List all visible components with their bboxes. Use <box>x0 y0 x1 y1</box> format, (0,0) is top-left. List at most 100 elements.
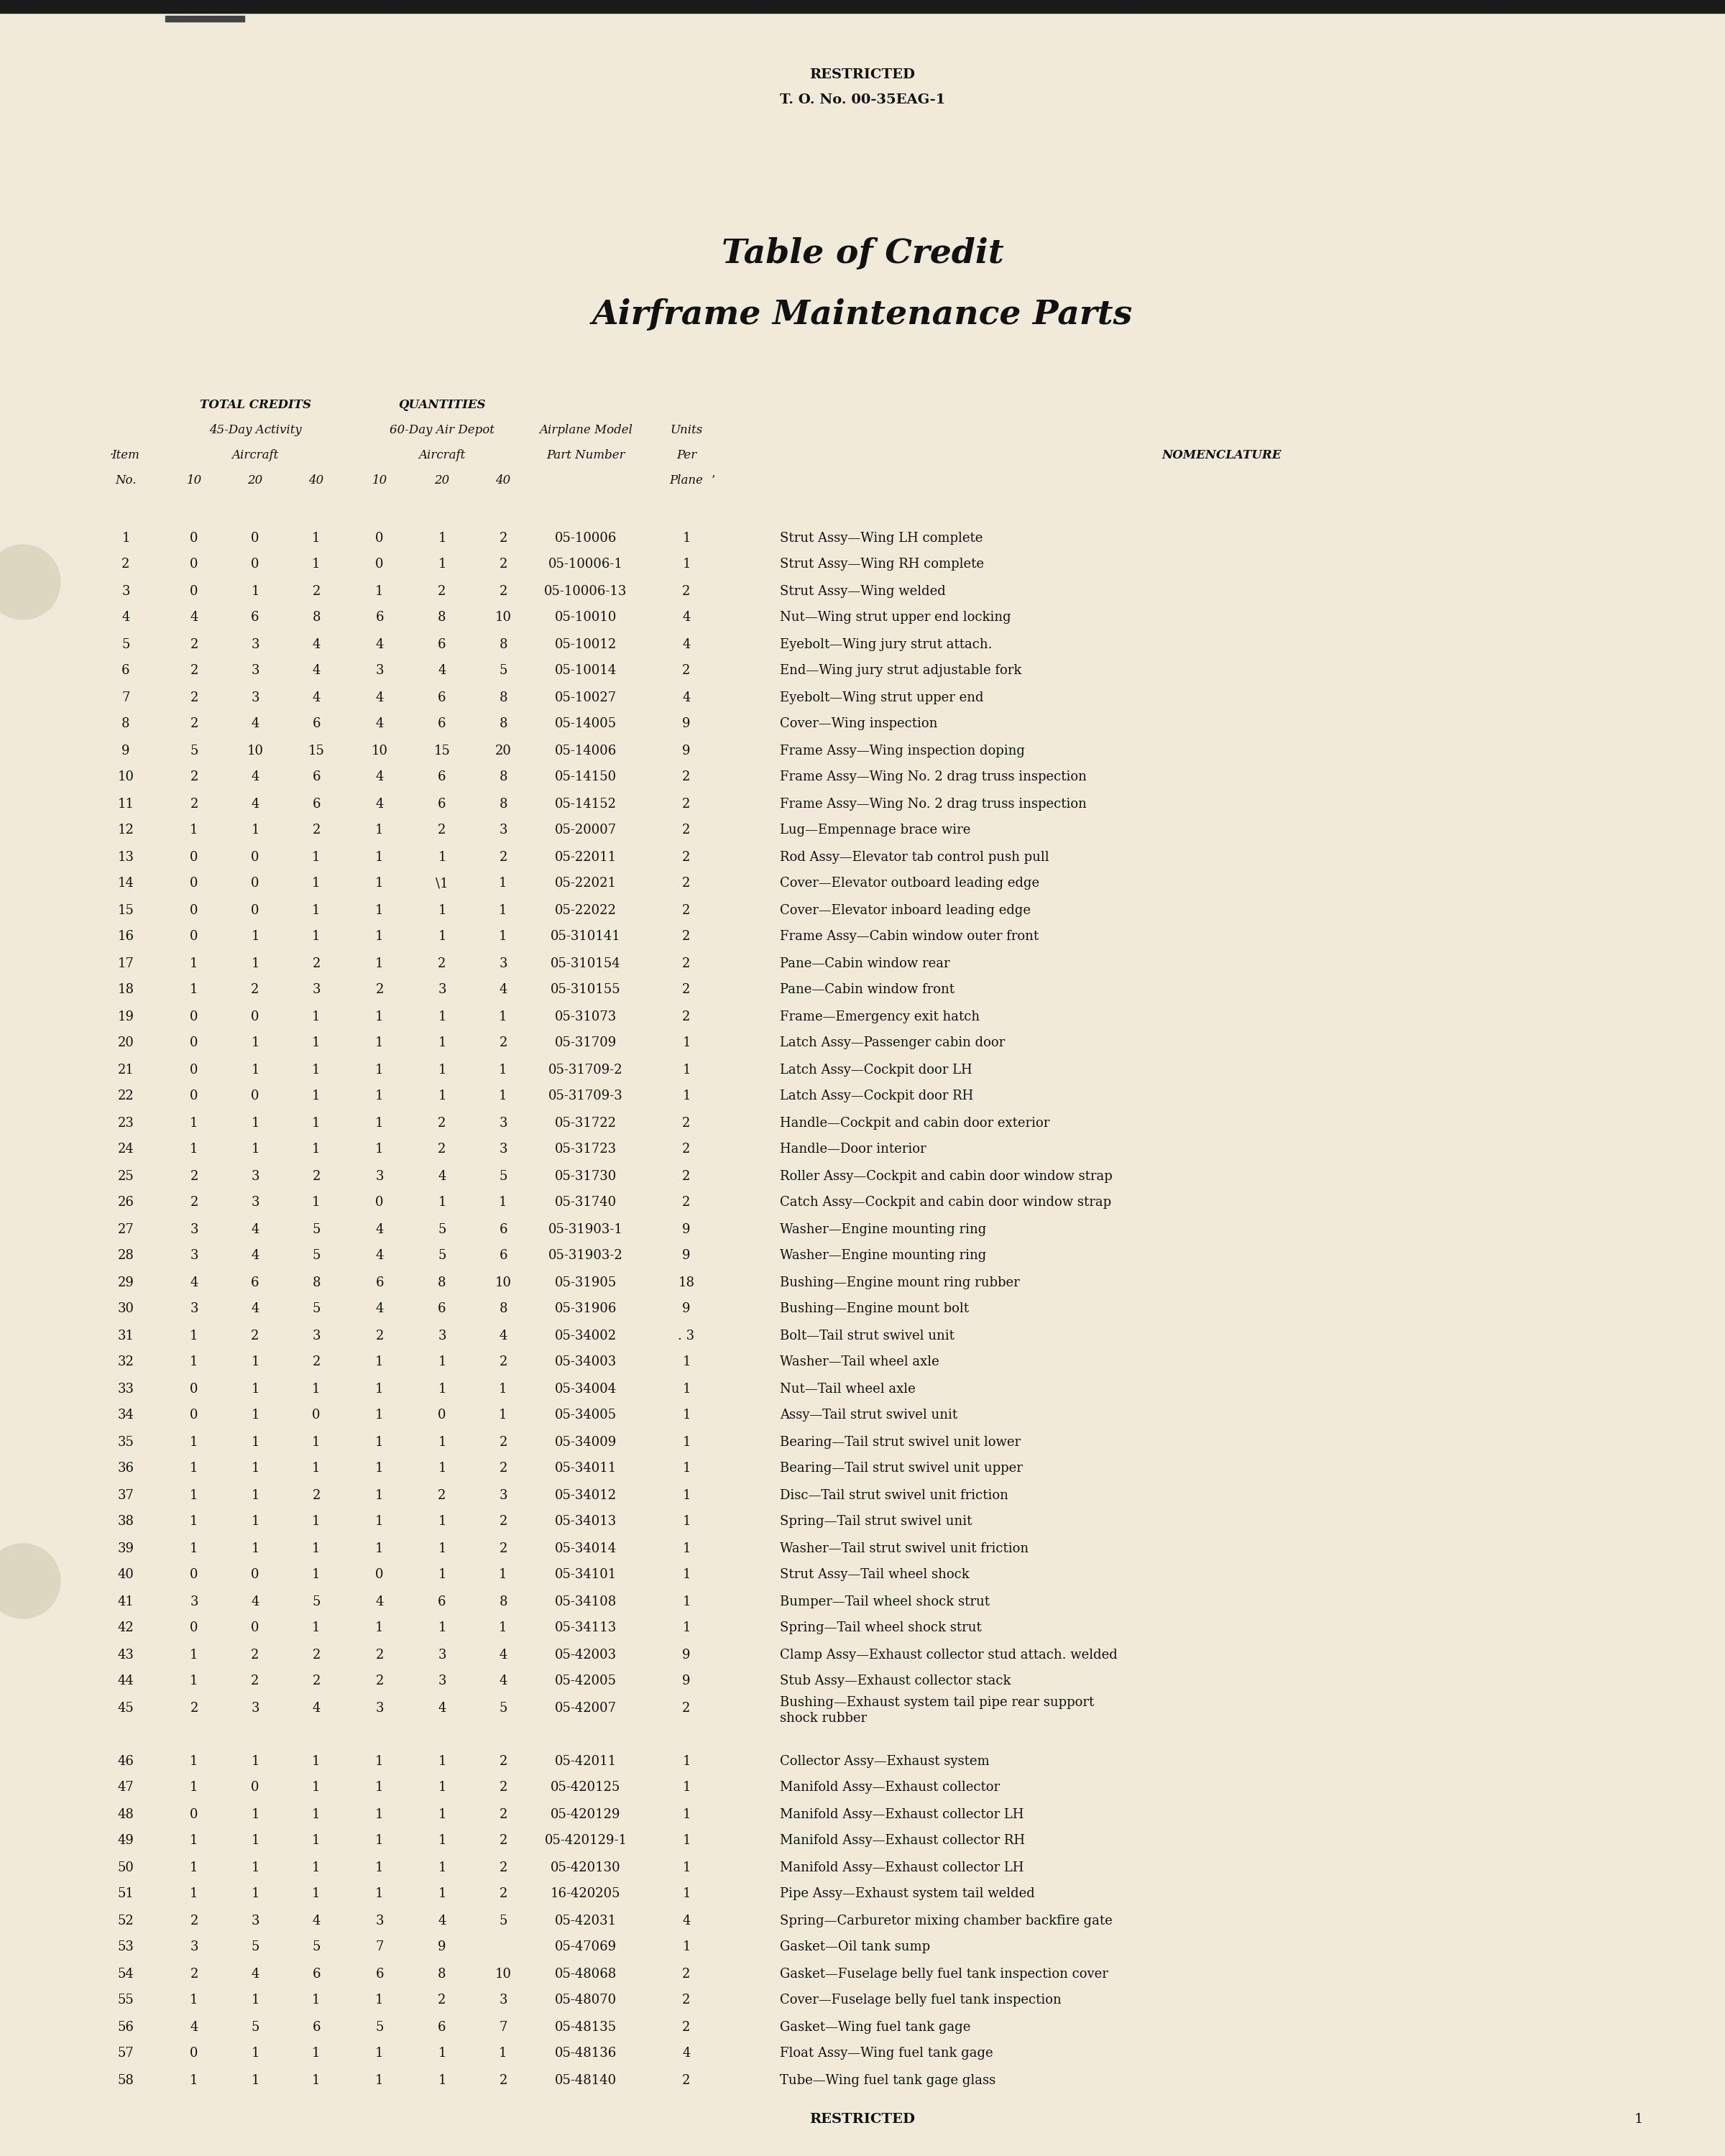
Text: 24: 24 <box>117 1143 135 1156</box>
Text: 1: 1 <box>499 903 507 916</box>
Text: Gasket—Oil tank sump: Gasket—Oil tank sump <box>780 1940 930 1953</box>
Text: 18: 18 <box>678 1276 695 1289</box>
Text: 6: 6 <box>312 772 321 785</box>
Text: 43: 43 <box>117 1647 135 1660</box>
Text: 39: 39 <box>117 1542 135 1554</box>
Text: 1: 1 <box>252 1037 259 1050</box>
Text: 2: 2 <box>190 1197 198 1210</box>
Text: 2: 2 <box>683 824 690 837</box>
Text: 1: 1 <box>376 1755 383 1768</box>
Text: 9: 9 <box>683 1675 690 1688</box>
Text: Airplane Model: Airplane Model <box>538 425 633 436</box>
Text: Bushing—Engine mount bolt: Bushing—Engine mount bolt <box>780 1302 969 1315</box>
Text: 9: 9 <box>683 744 690 757</box>
Text: 1: 1 <box>376 877 383 890</box>
Text: 1: 1 <box>376 1356 383 1369</box>
Text: 1: 1 <box>190 824 198 837</box>
Text: 8: 8 <box>499 718 507 731</box>
Text: 1: 1 <box>683 1410 690 1423</box>
Text: 10: 10 <box>495 1966 511 1979</box>
Text: 4: 4 <box>683 2048 690 2061</box>
Text: 2: 2 <box>376 1328 383 1341</box>
Text: 1: 1 <box>376 1488 383 1501</box>
Text: 05-10012: 05-10012 <box>555 638 618 651</box>
Text: 2: 2 <box>190 1915 198 1927</box>
Text: 2: 2 <box>683 903 690 916</box>
Text: Bushing—Engine mount ring rubber: Bushing—Engine mount ring rubber <box>780 1276 1019 1289</box>
Text: 45-Day Activity: 45-Day Activity <box>209 425 302 436</box>
Text: 4: 4 <box>312 1915 321 1927</box>
Text: 1: 1 <box>190 1328 198 1341</box>
Text: 05-420129-1: 05-420129-1 <box>545 1835 628 1848</box>
Text: 1: 1 <box>683 1755 690 1768</box>
Text: 1: 1 <box>312 877 321 890</box>
Text: 1: 1 <box>252 2074 259 2087</box>
Text: 2: 2 <box>190 638 198 651</box>
Text: 2: 2 <box>499 558 507 571</box>
Text: Manifold Assy—Exhaust collector LH: Manifold Assy—Exhaust collector LH <box>780 1807 1023 1820</box>
Text: 1: 1 <box>312 2074 321 2087</box>
Text: 4: 4 <box>312 1701 321 1714</box>
Text: 5: 5 <box>312 1302 321 1315</box>
Text: 2: 2 <box>683 1966 690 1979</box>
Text: 1: 1 <box>312 1781 321 1794</box>
Text: Frame Assy—Wing No. 2 drag truss inspection: Frame Assy—Wing No. 2 drag truss inspect… <box>780 798 1087 811</box>
Text: 6: 6 <box>438 2020 447 2033</box>
Text: 05-34113: 05-34113 <box>555 1621 618 1634</box>
Text: 1: 1 <box>252 584 259 597</box>
Text: 0: 0 <box>252 1570 259 1583</box>
Text: 05-310154: 05-310154 <box>550 957 621 970</box>
Text: 4: 4 <box>438 1915 447 1927</box>
Text: 10: 10 <box>117 772 135 785</box>
Text: \1: \1 <box>436 877 449 890</box>
Text: 1: 1 <box>312 1835 321 1848</box>
Text: 0: 0 <box>252 903 259 916</box>
Text: 4: 4 <box>499 1647 507 1660</box>
Text: . 3: . 3 <box>678 1328 695 1341</box>
Text: 1: 1 <box>499 931 507 944</box>
Text: 3: 3 <box>252 1197 259 1210</box>
Text: 0: 0 <box>190 877 198 890</box>
Text: 1: 1 <box>190 1356 198 1369</box>
Text: 2: 2 <box>376 1647 383 1660</box>
Text: 1: 1 <box>438 1382 447 1395</box>
Text: 1: 1 <box>312 852 321 862</box>
Text: 1: 1 <box>190 1861 198 1874</box>
Text: 1: 1 <box>499 1197 507 1210</box>
Text: Lug—Empennage brace wire: Lug—Empennage brace wire <box>780 824 971 837</box>
Text: 1: 1 <box>683 1063 690 1076</box>
Text: 2: 2 <box>312 1675 321 1688</box>
Text: 1: 1 <box>683 1807 690 1820</box>
Text: 1: 1 <box>499 1063 507 1076</box>
Text: 05-31906: 05-31906 <box>555 1302 618 1315</box>
Text: 05-420130: 05-420130 <box>550 1861 621 1874</box>
Text: 3: 3 <box>499 1143 507 1156</box>
Text: 1: 1 <box>683 1462 690 1475</box>
Text: 05-31723: 05-31723 <box>555 1143 618 1156</box>
Text: 1: 1 <box>376 2074 383 2087</box>
Text: 3: 3 <box>438 1675 447 1688</box>
Text: 6: 6 <box>376 612 383 625</box>
Text: 1: 1 <box>376 584 383 597</box>
Text: 5: 5 <box>438 1222 447 1235</box>
Text: 1: 1 <box>190 1755 198 1768</box>
Text: 2: 2 <box>190 1966 198 1979</box>
Text: 0: 0 <box>252 852 259 862</box>
Text: 6: 6 <box>376 1966 383 1979</box>
Text: Per: Per <box>676 448 697 461</box>
Circle shape <box>0 1544 60 1619</box>
Text: 0: 0 <box>252 877 259 890</box>
Text: Part Number: Part Number <box>547 448 624 461</box>
Text: Pipe Assy—Exhaust system tail welded: Pipe Assy—Exhaust system tail welded <box>780 1889 1035 1902</box>
Text: Bumper—Tail wheel shock strut: Bumper—Tail wheel shock strut <box>780 1595 990 1608</box>
Text: 2: 2 <box>683 877 690 890</box>
Text: 8: 8 <box>438 1966 447 1979</box>
Text: 6: 6 <box>438 1302 447 1315</box>
Text: 0: 0 <box>438 1410 447 1423</box>
Text: 1: 1 <box>190 1117 198 1130</box>
Text: 2: 2 <box>499 2074 507 2087</box>
Text: 4: 4 <box>252 718 259 731</box>
Text: 4: 4 <box>252 1222 259 1235</box>
Text: 16-420205: 16-420205 <box>550 1889 621 1902</box>
Text: 4: 4 <box>376 1302 383 1315</box>
